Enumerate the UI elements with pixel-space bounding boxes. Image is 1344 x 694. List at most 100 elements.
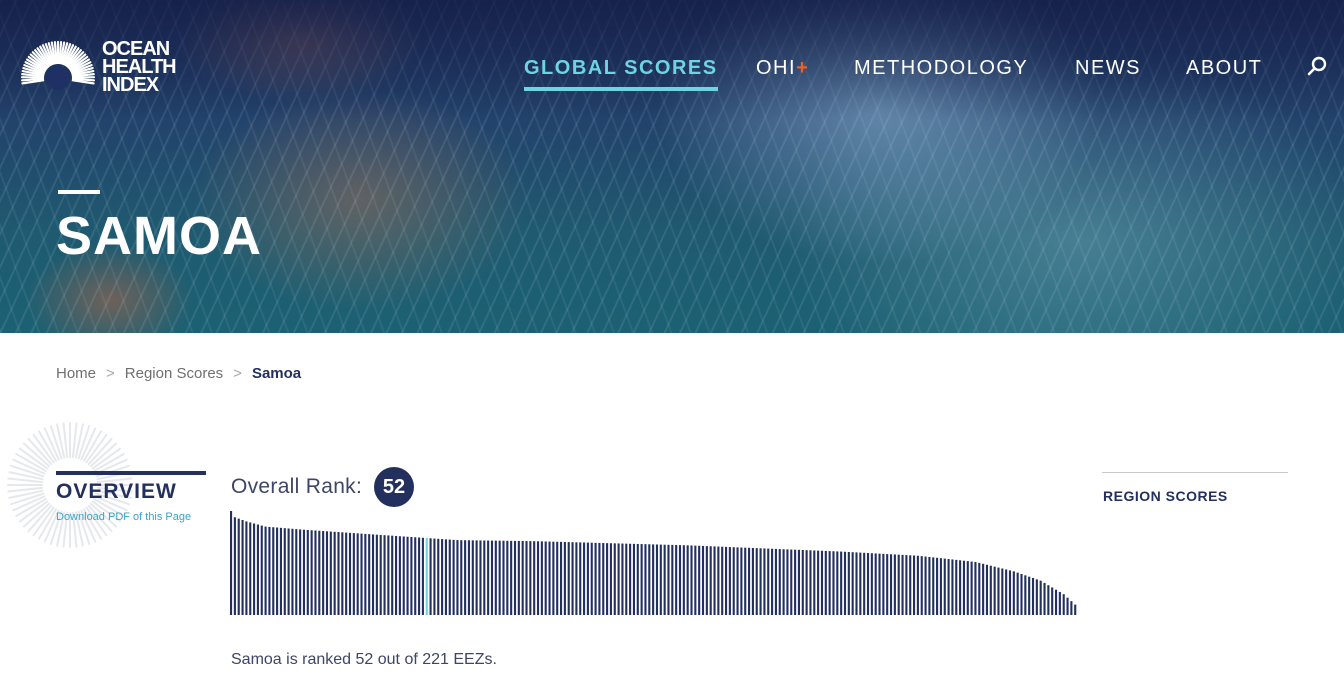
rank-bar — [575, 542, 578, 615]
rank-bar — [713, 546, 716, 615]
rank-bar — [356, 533, 359, 615]
rank-bar — [552, 541, 555, 615]
rank-bar — [805, 550, 808, 615]
rank-bar — [437, 538, 440, 615]
logo-line-health: HEALTH — [102, 56, 177, 78]
sunburst-logo-icon — [20, 40, 96, 90]
rank-bar — [794, 549, 797, 615]
rank-bar — [675, 545, 678, 615]
rank-bar — [502, 540, 505, 615]
rank-bar — [314, 530, 317, 615]
rank-bar — [383, 535, 386, 615]
rank-bar — [778, 549, 781, 615]
rank-bar — [299, 529, 302, 615]
rank-bar — [913, 555, 916, 615]
rank-bar — [590, 542, 593, 615]
rank-bar — [295, 529, 298, 615]
rank-bar — [287, 528, 290, 615]
rank-bar — [790, 549, 793, 615]
rank-bar — [567, 542, 570, 615]
rank-bar — [1024, 575, 1027, 615]
rank-bar — [260, 525, 263, 615]
rank-bar — [460, 540, 463, 615]
rank-bar — [771, 548, 774, 615]
ocean-health-index-logo[interactable]: OCEAN HEALTH INDEX — [18, 32, 188, 98]
rank-bar — [667, 544, 670, 615]
rank-bar — [947, 559, 950, 615]
nav-about[interactable]: ABOUT — [1186, 57, 1262, 80]
rank-bar — [494, 540, 497, 615]
rank-bar — [483, 540, 486, 615]
rank-bar — [1074, 604, 1077, 615]
rank-bar — [1047, 585, 1050, 615]
rank-bar — [621, 543, 624, 615]
nav-news[interactable]: NEWS — [1075, 57, 1141, 80]
rank-bar — [959, 560, 962, 615]
rank-bar — [663, 544, 666, 615]
rank-bar — [525, 541, 528, 615]
rank-bar — [1043, 582, 1046, 615]
rank-bar — [1031, 578, 1035, 615]
rank-bar — [276, 527, 279, 615]
rank-bar — [233, 517, 236, 615]
rank-bar — [813, 550, 816, 615]
rank-bar — [840, 551, 843, 615]
rank-bar — [905, 555, 908, 615]
rank-bar — [751, 547, 754, 615]
rank-bar — [306, 529, 309, 615]
rank-bar — [379, 534, 382, 615]
rank-bar — [571, 542, 574, 615]
rank-bar — [337, 532, 340, 615]
rank-bar — [1020, 573, 1023, 615]
rank-bar — [444, 539, 447, 615]
rank-bar — [955, 559, 958, 615]
rank-bar — [302, 529, 306, 615]
rank-bar — [709, 546, 712, 615]
rank-bar — [701, 545, 705, 615]
rank-bar — [1070, 601, 1073, 615]
nav-ohi-plus[interactable]: OHI+ — [756, 57, 809, 80]
rank-bar — [371, 534, 375, 615]
rank-bar — [264, 526, 267, 615]
rank-bar — [529, 541, 532, 615]
sunburst-watermark-icon — [7, 422, 133, 548]
rank-bar — [648, 544, 651, 615]
nav-global-scores[interactable]: GLOBAL SCORES — [524, 57, 718, 91]
rank-bar — [1062, 594, 1065, 615]
rank-bar — [421, 537, 424, 615]
rank-bar — [652, 544, 655, 615]
breadcrumb-current: Samoa — [251, 365, 302, 382]
breadcrumb-home[interactable]: Home — [56, 365, 97, 382]
region-scores-link[interactable]: REGION SCORES — [1103, 488, 1228, 504]
rank-bar — [410, 537, 413, 615]
rank-bar — [448, 539, 451, 615]
rank-bar — [978, 562, 981, 615]
breadcrumb-region-scores[interactable]: Region Scores — [124, 365, 224, 382]
rank-bar — [360, 533, 363, 615]
rank-bar — [682, 545, 685, 615]
rank-bar — [1005, 569, 1008, 615]
rank-bar — [801, 550, 804, 615]
rank-bar — [452, 539, 455, 615]
rank-bar — [291, 528, 294, 615]
nav-methodology[interactable]: METHODOLOGY — [854, 57, 1028, 80]
rank-bar — [253, 523, 256, 615]
download-pdf-link[interactable]: Download PDF of this Page — [56, 511, 192, 523]
search-icon[interactable] — [1306, 55, 1328, 77]
rank-bar — [724, 546, 728, 615]
overview-heading: OVERVIEW — [56, 480, 177, 503]
rank-bar — [318, 530, 321, 615]
rank-bar — [533, 541, 536, 615]
rank-bar — [732, 547, 735, 615]
rank-bar — [375, 534, 378, 615]
rank-bar — [640, 544, 643, 615]
rank-bar — [748, 547, 751, 615]
rank-bar — [583, 542, 586, 615]
breadcrumb: Home > Region Scores > Samoa — [56, 365, 301, 382]
nav-ohi-label: OHI — [756, 57, 797, 79]
rank-bar — [563, 541, 566, 615]
rank-bar — [464, 540, 467, 615]
rank-bar — [782, 549, 785, 615]
rank-bar — [989, 565, 992, 615]
rank-bar — [433, 538, 436, 615]
